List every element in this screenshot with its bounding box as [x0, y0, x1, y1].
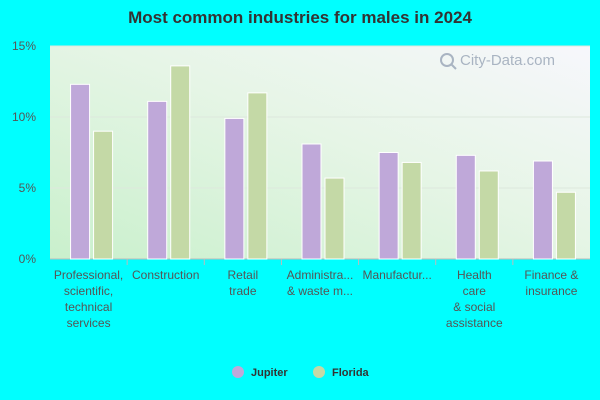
y-tick-label: 5%	[19, 181, 37, 195]
y-tick-label: 15%	[12, 39, 36, 53]
legend-swatch-florida	[313, 366, 325, 378]
bar-jupiter-0	[70, 83, 91, 260]
category-label: care	[463, 284, 487, 298]
bar-jupiter-5	[455, 154, 476, 260]
bar-florida-0	[93, 130, 114, 260]
category-label: technical	[65, 300, 112, 314]
bar-florida-6	[555, 191, 576, 260]
bar-florida-4	[401, 161, 422, 260]
y-tick-label: 0%	[19, 252, 37, 266]
chart-title: Most common industries for males in 2024	[128, 8, 472, 27]
bar-jupiter-1	[147, 100, 168, 260]
bar-florida-2	[247, 92, 268, 260]
category-label: Manufactur...	[362, 268, 431, 282]
legend-label-jupiter: Jupiter	[251, 367, 288, 379]
bar-florida-1	[170, 65, 191, 260]
category-label: Finance &	[524, 268, 578, 282]
y-tick-label: 10%	[12, 110, 36, 124]
category-label: scientific,	[64, 284, 113, 298]
watermark-text: City-Data.com	[460, 52, 555, 69]
category-label: services	[67, 316, 111, 330]
category-label: Professional,	[54, 268, 123, 282]
legend-label-florida: Florida	[332, 367, 370, 379]
category-label: insurance	[525, 284, 577, 298]
category-label: Administra...	[287, 268, 354, 282]
category-label: assistance	[446, 316, 503, 330]
bar-jupiter-2	[224, 117, 245, 260]
bar-jupiter-6	[532, 160, 553, 260]
bar-florida-3	[324, 177, 345, 260]
watermark-icon	[440, 53, 457, 70]
category-label: Construction	[132, 268, 199, 282]
bar-florida-5	[478, 170, 499, 260]
category-label: Health	[457, 268, 492, 282]
category-label: & social	[453, 300, 495, 314]
category-label: trade	[229, 284, 257, 298]
legend-swatch-jupiter	[232, 366, 244, 378]
category-label: & waste m...	[287, 284, 353, 298]
bar-jupiter-4	[378, 152, 399, 260]
bar-jupiter-3	[301, 143, 322, 260]
category-label: Retail	[228, 268, 259, 282]
